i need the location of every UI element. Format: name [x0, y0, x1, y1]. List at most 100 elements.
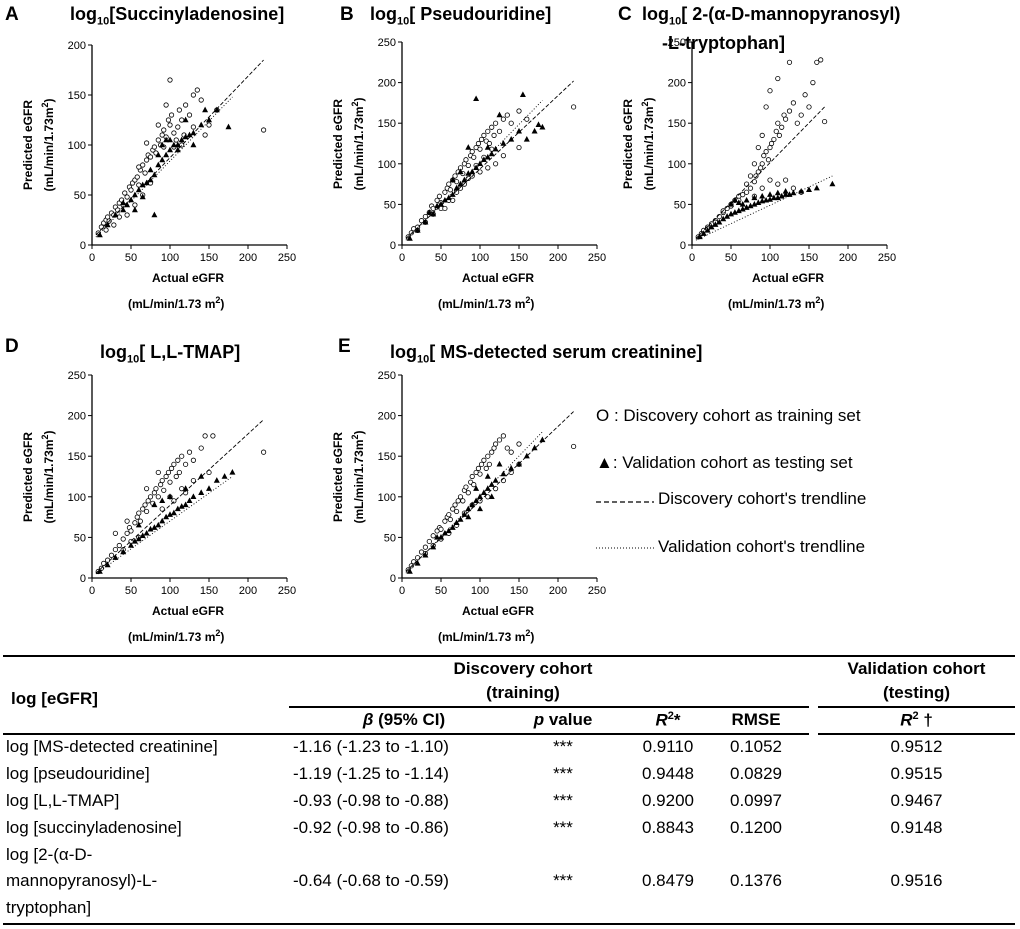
validation-point	[104, 561, 111, 568]
validation-point	[477, 505, 483, 512]
discovery-point	[485, 453, 491, 459]
discovery-point	[124, 194, 130, 200]
validation-point	[484, 144, 491, 150]
discovery-point	[504, 445, 510, 451]
y-tick-label: 250	[378, 370, 396, 382]
y-tick-label: 150	[68, 90, 86, 102]
y-tick-label: 250	[68, 370, 86, 382]
x-tick-label: 100	[471, 252, 489, 264]
legend-dashed-label: Discovery cohort's trendline	[658, 489, 867, 508]
discovery-point	[186, 449, 193, 455]
discovery-point	[147, 494, 154, 500]
validation-point	[735, 207, 742, 214]
last-row-name-2: mannopyranosyl)-L-	[6, 871, 158, 890]
discovery-point	[485, 165, 491, 171]
validation-point	[198, 121, 205, 128]
validation-point	[422, 551, 429, 558]
validation-point	[767, 191, 773, 197]
discovery-point	[814, 59, 820, 65]
validation-point	[724, 213, 731, 219]
last-row-rmse: 0.1376	[730, 871, 782, 890]
discovery-point	[486, 140, 492, 147]
validation-point	[434, 202, 441, 209]
validation-point	[488, 150, 495, 157]
validation-point	[131, 538, 138, 544]
validation-point	[159, 497, 166, 504]
validation-point	[120, 548, 127, 555]
discovery-point	[142, 502, 148, 508]
x-tick-label: 0	[689, 252, 695, 264]
y-tick-label: 0	[390, 240, 396, 252]
validation-point	[516, 127, 522, 134]
discovery-point	[173, 473, 179, 480]
discovery-point	[144, 157, 150, 163]
discovery-trendline	[405, 411, 574, 572]
validation-point	[182, 133, 189, 140]
scatter-plot: 0 50 100 150 200 250 0 50 100 150 200 250	[68, 370, 297, 597]
discovery-point	[434, 197, 440, 203]
x-axis-unit: (mL/min/1.73 m2)	[438, 628, 535, 644]
x-tick-label: 200	[239, 585, 257, 597]
discovery-point	[452, 502, 458, 508]
row-r2: 0.9448	[642, 764, 694, 783]
validation-point	[774, 189, 781, 196]
validation-point	[139, 193, 146, 200]
discovery-point	[786, 108, 793, 114]
discovery-point	[477, 146, 483, 152]
col-beta: β (95% CI)	[362, 710, 446, 729]
discovery-point	[128, 187, 134, 193]
legend-triangle-label: ▲: Validation cohort as testing set	[596, 453, 853, 472]
discovery-point	[747, 173, 754, 179]
discovery-point	[508, 120, 514, 126]
discovery-point	[516, 144, 522, 151]
discovery-point	[438, 526, 444, 532]
validation-point	[422, 218, 429, 225]
discovery-point	[790, 100, 796, 106]
validation-point	[712, 221, 719, 227]
x-axis-label: Actual eGFR	[752, 271, 825, 285]
discovery-point	[478, 136, 485, 143]
validation-trendline	[95, 96, 233, 238]
discovery-point	[496, 437, 503, 443]
discovery-point	[469, 473, 475, 480]
discovery-point	[161, 487, 167, 493]
discovery-point	[450, 506, 456, 512]
x-tick-label: 0	[89, 585, 95, 597]
discovery-point	[489, 449, 495, 455]
discovery-point	[122, 190, 128, 196]
validation-point	[186, 131, 193, 138]
y-tick-label: 150	[668, 118, 686, 130]
y-tick-label: 200	[378, 78, 396, 90]
panel-title: log10[ MS-detected serum creatinine]	[390, 342, 703, 366]
discovery-point	[132, 520, 138, 526]
discovery-point	[103, 227, 109, 233]
y-tick-label: 50	[74, 190, 86, 202]
discovery-point	[163, 102, 169, 108]
discovery-point	[763, 149, 769, 155]
validation-point	[728, 201, 734, 207]
validation-point	[155, 161, 162, 168]
discovery-point	[136, 164, 142, 170]
validation-point	[782, 188, 789, 194]
validation-point	[731, 196, 738, 203]
validation-point	[747, 202, 754, 209]
last-row-vr2: 0.9516	[890, 871, 943, 890]
x-tick-label: 250	[278, 252, 296, 264]
y-tick-label: 0	[390, 573, 396, 585]
validation-point	[755, 199, 762, 205]
discovery-point	[142, 170, 148, 176]
validation-point	[696, 233, 703, 240]
validation-point	[170, 509, 177, 516]
x-tick-label: 50	[435, 585, 447, 597]
discovery-point	[806, 104, 812, 110]
discovery-point	[155, 469, 161, 476]
validation-point	[759, 192, 766, 199]
discovery-point	[771, 136, 777, 143]
validation-point	[477, 493, 483, 499]
discovery-point	[765, 157, 772, 163]
row-name: log [L,L-TMAP]	[6, 791, 120, 810]
validation-point	[229, 469, 236, 475]
validation-point	[480, 156, 487, 162]
discovery-point	[167, 77, 173, 83]
